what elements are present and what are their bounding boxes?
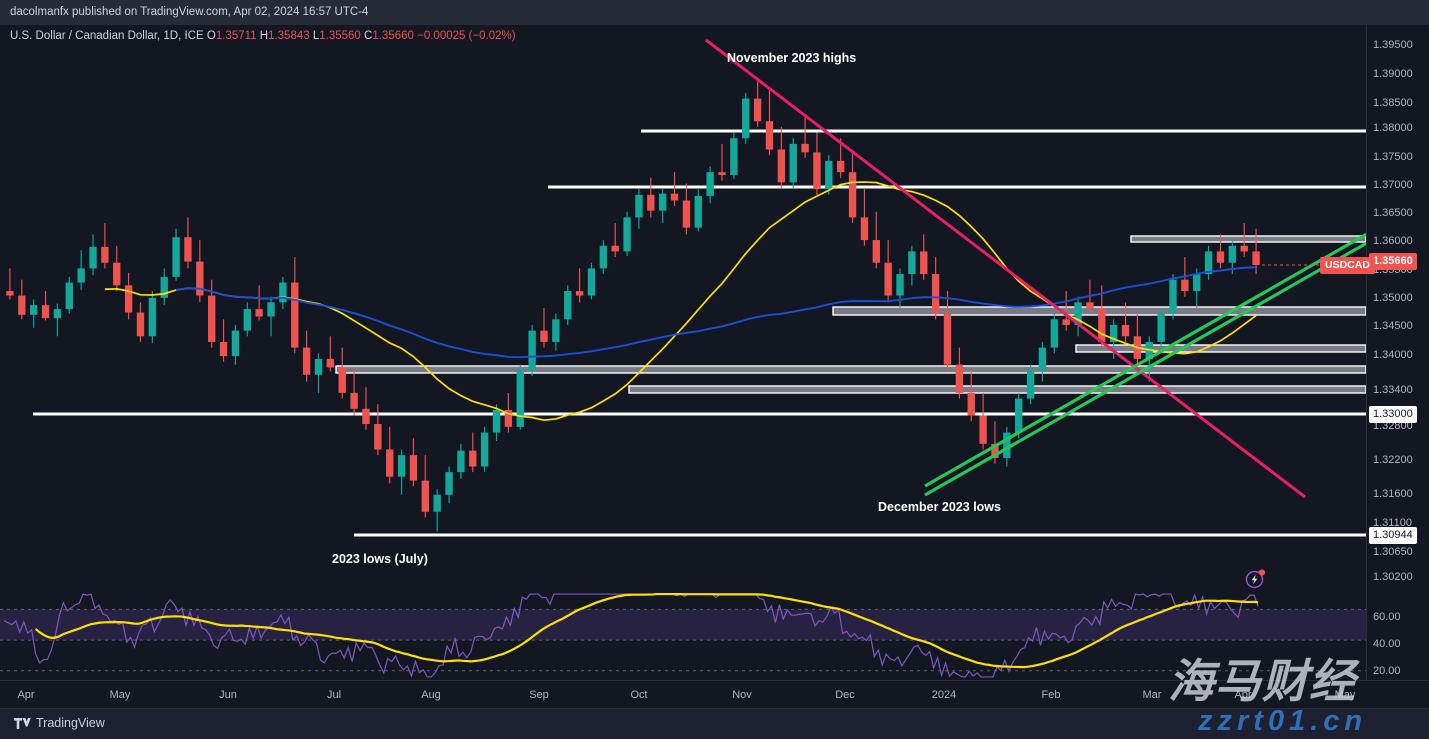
legend-close-key: C — [364, 30, 373, 42]
time-tick: Jul — [326, 689, 342, 701]
chart-annotation[interactable]: November 2023 highs — [727, 51, 857, 65]
price-chart-svg — [6, 38, 1366, 537]
legend-change-percent: (−0.02%) — [468, 30, 516, 42]
legend-high-value: 1.35843 — [268, 30, 310, 42]
price-tick: 1.30200 — [1373, 571, 1413, 583]
current-price-badge: 1.35660 — [1369, 253, 1417, 270]
time-tick: Feb — [1041, 689, 1061, 701]
price-tick: 1.39000 — [1373, 68, 1413, 80]
price-tick: 1.38000 — [1373, 122, 1413, 134]
time-tick: May — [109, 689, 131, 701]
price-level-badge: 1.30944 — [1369, 527, 1417, 544]
price-tick: 1.37000 — [1373, 179, 1413, 191]
time-tick: 2024 — [931, 689, 957, 701]
legend-symbol[interactable]: U.S. Dollar / Canadian Dollar, 1D, ICE — [10, 30, 204, 42]
time-tick: Aug — [421, 689, 441, 701]
time-tick: Mar — [1142, 689, 1162, 701]
price-scale[interactable]: 1.39500 1.39000 1.38500 1.38000 1.37500 1.370… — [1366, 25, 1429, 680]
time-tick: Jun — [219, 689, 237, 701]
time-tick: Nov — [732, 689, 752, 701]
time-tick: Apr — [1234, 689, 1252, 701]
1.34300-zone[interactable] — [1075, 344, 1366, 353]
drawings-front[interactable] — [705, 38, 1366, 499]
legend-open-key: O — [206, 30, 216, 42]
tradingview-logo[interactable]: TradingView — [14, 716, 105, 730]
price-tick: 1.34500 — [1373, 320, 1413, 332]
watermark-chinese: 海马财经 — [1168, 655, 1356, 707]
lightning-bolt-icon[interactable] — [1245, 568, 1266, 589]
time-scale[interactable]: Apr May Jun Jul Aug Sep Oct Nov Dec 2024 Feb Mar Apr… — [0, 680, 1429, 708]
price-tick: 1.32800 — [1373, 420, 1413, 432]
price-tick: 1.36000 — [1373, 235, 1413, 247]
1.33400-zone[interactable] — [628, 385, 1366, 394]
price-pane[interactable] — [0, 25, 1366, 591]
price-tick: 1.38500 — [1373, 97, 1413, 109]
rsi-tick: 20.00 — [1373, 665, 1401, 677]
1.36000-zone[interactable] — [1130, 235, 1366, 243]
ma-fast-line — [104, 181, 1257, 422]
footer-bar: TradingView — [0, 708, 1429, 739]
price-tick: 1.30650 — [1373, 546, 1413, 558]
rsi-pane[interactable] — [0, 591, 1366, 680]
rsi-tick: 40.00 — [1373, 638, 1401, 650]
rsi-tick: 60.00 — [1373, 611, 1401, 623]
rsi-ma-line — [34, 592, 1259, 669]
price-tick: 1.37500 — [1373, 151, 1413, 163]
candle-series — [6, 81, 1260, 532]
legend-open-value: 1.35711 — [215, 30, 257, 42]
price-tick: 1.31600 — [1373, 488, 1413, 500]
watermark-url: zzrt01.cn — [1198, 705, 1368, 737]
rsi-chart-svg — [0, 592, 1366, 678]
chart-legend: U.S. Dollar / Canadian Dollar, 1D, ICE O… — [10, 30, 516, 42]
legend-low-key: L — [312, 30, 320, 42]
ascending-support-channel-lower[interactable] — [924, 236, 1366, 497]
legend-high-key: H — [259, 30, 269, 42]
symbol-price-badge: USDCAD — [1320, 256, 1375, 274]
rsi-band — [0, 609, 1366, 641]
price-tick: 1.32200 — [1373, 454, 1413, 466]
legend-change: −0.00025 — [417, 30, 466, 42]
legend-low-value: 1.35560 — [319, 30, 361, 42]
ascending-support-channel-upper[interactable] — [924, 227, 1366, 488]
tradingview-logo-icon — [14, 717, 31, 729]
1.34050-zone[interactable] — [335, 365, 1366, 374]
tradingview-brand-text: TradingView — [36, 716, 105, 730]
moving-average-overlays — [104, 181, 1257, 422]
legend-close-value: 1.35660 — [372, 30, 414, 42]
time-tick: Oct — [630, 689, 648, 701]
price-tick: 1.36500 — [1373, 207, 1413, 219]
descending-resistance[interactable] — [705, 38, 1306, 499]
price-tick: 1.33400 — [1373, 384, 1413, 396]
time-tick: Dec — [835, 689, 855, 701]
price-tick: 1.39500 — [1373, 39, 1413, 51]
time-tick: May — [1334, 689, 1356, 701]
price-tick: 1.35000 — [1373, 292, 1413, 304]
price-tick: 1.34000 — [1373, 349, 1413, 361]
time-tick: Apr — [17, 689, 35, 701]
price-level-badge: 1.33000 — [1369, 406, 1417, 423]
publish-bar: dacolmanfx published on TradingView.com,… — [0, 0, 1429, 25]
price-tick: 1.31100 — [1373, 517, 1412, 529]
time-tick: Sep — [529, 689, 549, 701]
chart-annotation[interactable]: December 2023 lows — [878, 500, 1001, 514]
ma-slow-line — [175, 266, 1257, 359]
chart-annotation[interactable]: 2023 lows (July) — [332, 552, 428, 566]
